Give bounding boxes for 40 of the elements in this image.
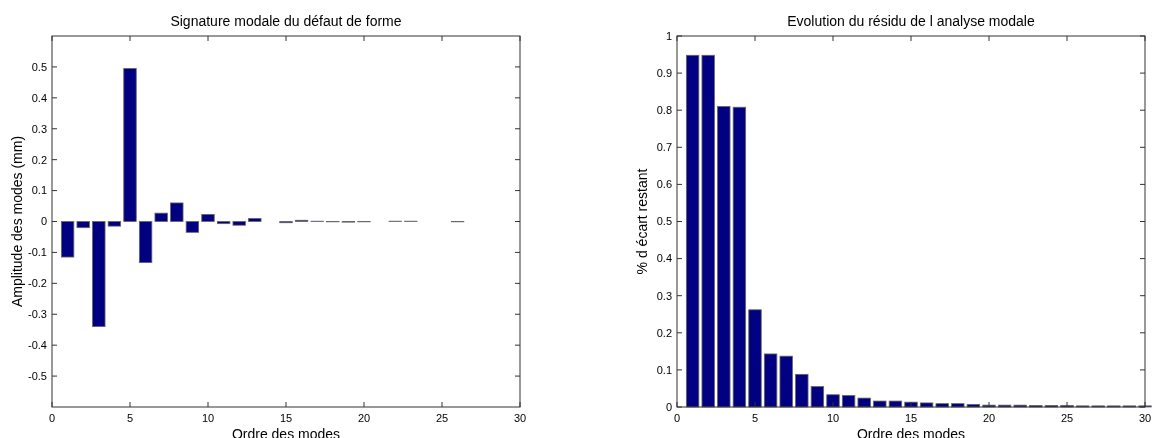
y-tick-label: 1 bbox=[665, 29, 672, 42]
y-tick-label: -0.2 bbox=[28, 277, 47, 290]
y-tick-label: -0.3 bbox=[28, 308, 47, 321]
y-tick-label: 0.5 bbox=[656, 215, 672, 228]
x-tick-label: 10 bbox=[201, 412, 215, 424]
x-tick-label: 5 bbox=[126, 412, 134, 424]
y-tick-label: -0.4 bbox=[28, 339, 47, 352]
y-tick-label: -0.5 bbox=[28, 369, 47, 382]
x-tick-label: 0 bbox=[673, 412, 681, 424]
x-tick-label: 10 bbox=[826, 412, 840, 424]
x-tick-label: 30 bbox=[513, 412, 527, 424]
x-tick-label: 25 bbox=[1060, 412, 1074, 424]
y-tick-label: 0.4 bbox=[656, 252, 672, 265]
y-axis-title: % d écart restant bbox=[634, 168, 650, 275]
y-tick-label: 0.5 bbox=[31, 60, 47, 73]
y-tick-label: 0.9 bbox=[656, 66, 672, 79]
x-tick-label: 5 bbox=[751, 412, 759, 424]
y-tick-label: 0.8 bbox=[656, 104, 672, 117]
chart-title: Evolution du résidu de l analyse modale bbox=[787, 13, 1035, 29]
x-tick-label: 15 bbox=[904, 412, 918, 424]
x-tick-label: 20 bbox=[982, 412, 996, 424]
y-tick-label: 0.1 bbox=[31, 184, 47, 197]
y-tick-label: 0.1 bbox=[656, 363, 672, 376]
chart-title: Signature modale du défaut de forme bbox=[170, 13, 402, 29]
y-tick-label: 0.4 bbox=[31, 91, 47, 104]
x-tick-label: 30 bbox=[1138, 412, 1152, 424]
y-tick-label: 0.3 bbox=[31, 122, 47, 135]
y-tick-label: 0.7 bbox=[656, 141, 672, 154]
x-tick-label: 0 bbox=[48, 412, 56, 424]
y-tick-label: 0.3 bbox=[656, 289, 672, 302]
y-tick-label: 0.6 bbox=[656, 178, 672, 191]
x-tick-label: 25 bbox=[435, 412, 449, 424]
y-axis-title: Amplitude des modes (mm) bbox=[9, 135, 25, 308]
y-tick-label: 0.2 bbox=[656, 326, 672, 339]
x-tick-label: 20 bbox=[357, 412, 371, 424]
y-tick-label: 0 bbox=[40, 215, 47, 228]
x-tick-label: 15 bbox=[279, 412, 293, 424]
y-tick-label: -0.1 bbox=[28, 246, 47, 259]
y-tick-label: 0 bbox=[665, 400, 672, 413]
y-tick-label: 0.2 bbox=[31, 153, 47, 166]
